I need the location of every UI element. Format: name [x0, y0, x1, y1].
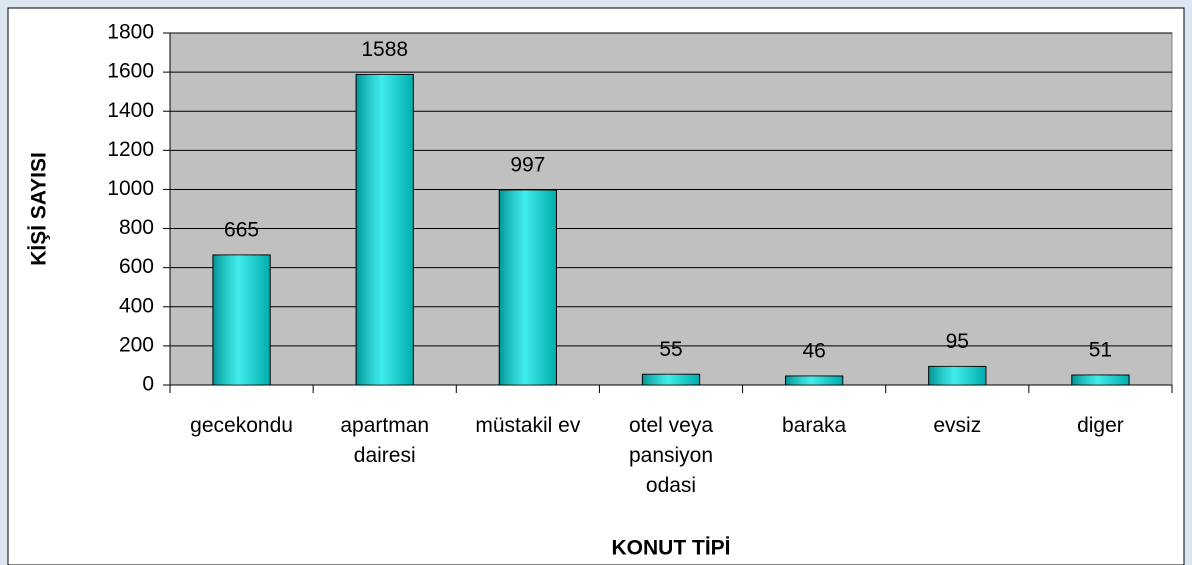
y-tick-label: 400	[119, 294, 154, 317]
x-tick-label: apartman dairesi	[340, 414, 430, 467]
bar-shade	[356, 74, 414, 386]
y-tick-label: 1600	[107, 60, 154, 83]
x-tick-label-box: baraka	[782, 414, 847, 437]
x-tick-label-box: apartman dairesi	[340, 414, 430, 467]
x-tick-label-box: gecekondu	[190, 414, 293, 437]
y-tick-label: 1800	[107, 21, 154, 44]
y-tick-label: 0	[142, 373, 154, 396]
x-tick-label: gecekondu	[190, 414, 293, 437]
y-tick-label: 200	[119, 333, 154, 356]
value-label: 55	[659, 338, 682, 361]
bar-shade	[499, 190, 557, 385]
value-label: 997	[510, 154, 545, 177]
y-tick-label: 800	[119, 216, 154, 239]
y-axis-label: KİŞİ SAYISI	[28, 152, 51, 266]
bar-shade	[1071, 375, 1130, 385]
y-tick-label: 1000	[107, 177, 154, 200]
plot-area	[169, 32, 1173, 386]
bar-shade	[642, 374, 700, 385]
y-tick-label: 1200	[107, 138, 154, 161]
value-label: 1588	[361, 38, 408, 61]
value-label: 665	[224, 219, 259, 242]
value-label: 51	[1089, 339, 1112, 362]
x-axis-label: KONUT TİPİ	[612, 537, 731, 560]
value-label: 46	[802, 340, 825, 363]
bar-shade	[928, 366, 986, 385]
y-tick-label: 1400	[107, 99, 154, 122]
x-tick-label-box: otel veya pansiyon odasi	[628, 414, 714, 497]
bar-shade	[212, 254, 271, 385]
x-tick-label: diger	[1077, 414, 1124, 437]
x-tick-label-box: müstakil ev	[475, 414, 581, 437]
x-tick-label: otel veya pansiyon odasi	[628, 414, 714, 497]
x-tick-label-box: evsiz	[933, 414, 982, 437]
y-tick-label: 600	[119, 255, 154, 278]
bar-shade	[785, 376, 843, 385]
value-label: 95	[946, 330, 969, 353]
x-tick-label-box: diger	[1077, 414, 1124, 437]
x-tick-label: evsiz	[933, 414, 982, 437]
x-tick-label: müstakil ev	[475, 414, 581, 437]
x-tick-label: baraka	[782, 414, 847, 437]
